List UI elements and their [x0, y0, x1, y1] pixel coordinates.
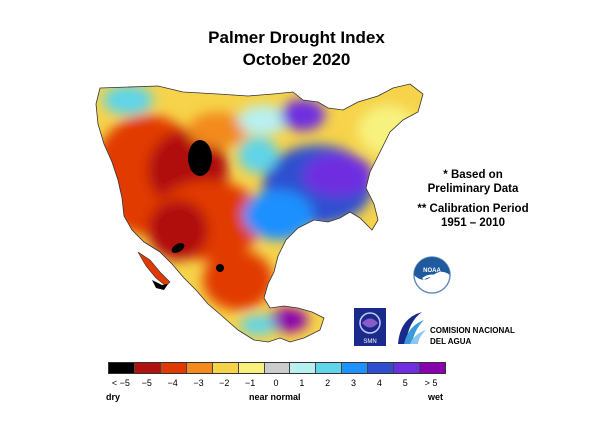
legend-tick-label: > 5	[424, 378, 438, 388]
legend-swatch	[368, 363, 395, 373]
noaa-text: NOAA	[423, 268, 441, 274]
smn-logo: SMN	[354, 308, 386, 346]
legend-color-bar	[108, 362, 446, 374]
legend-normal-label: near normal	[249, 392, 301, 402]
legend-swatch	[420, 363, 445, 373]
note-line: * Based on	[443, 169, 503, 181]
map-subtitle: October 2020	[242, 50, 351, 69]
legend-tick-label: 3	[351, 378, 357, 388]
note-line: ** Calibration Period	[417, 203, 529, 215]
legend-tick-label: −2	[219, 378, 230, 388]
noaa-logo: NOAA	[413, 256, 451, 294]
legend-dry-label: dry	[106, 392, 121, 402]
legend-swatch	[394, 363, 421, 373]
conagua-name: DEL AGUA	[430, 337, 472, 346]
legend-tick-label: 0	[273, 378, 279, 388]
smn-text: SMN	[363, 339, 376, 345]
legend-tick-label: −4	[167, 378, 178, 388]
legend-tick-label: 1	[299, 378, 305, 388]
legend-swatch	[264, 363, 291, 373]
legend-swatch	[134, 363, 161, 373]
legend-swatch	[238, 363, 265, 373]
legend-swatch	[186, 363, 213, 373]
legend-tick-label: 4	[376, 378, 382, 388]
legend-swatch	[160, 363, 187, 373]
legend-swatch	[316, 363, 343, 373]
legend-swatch	[212, 363, 239, 373]
legend-tick-label: 5	[402, 378, 408, 388]
map-title: Palmer Drought Index	[208, 28, 385, 47]
legend-wet-label: wet	[428, 392, 444, 402]
legend-swatch	[290, 363, 317, 373]
legend-tick-label: −3	[193, 378, 204, 388]
legend-tick-label: −5	[141, 378, 152, 388]
conagua-name: COMISION NACIONAL	[430, 326, 515, 335]
conagua-logo	[398, 312, 426, 344]
note-line: Preliminary Data	[427, 183, 519, 195]
drought-map	[95, 83, 424, 343]
legend-tick-label: 2	[325, 378, 331, 388]
legend-tick-label: < −5	[111, 378, 130, 388]
legend-swatch	[109, 363, 135, 373]
note-line: 1951 – 2010	[441, 217, 505, 229]
legend-swatch	[342, 363, 369, 373]
legend-tick-label: −1	[245, 378, 256, 388]
